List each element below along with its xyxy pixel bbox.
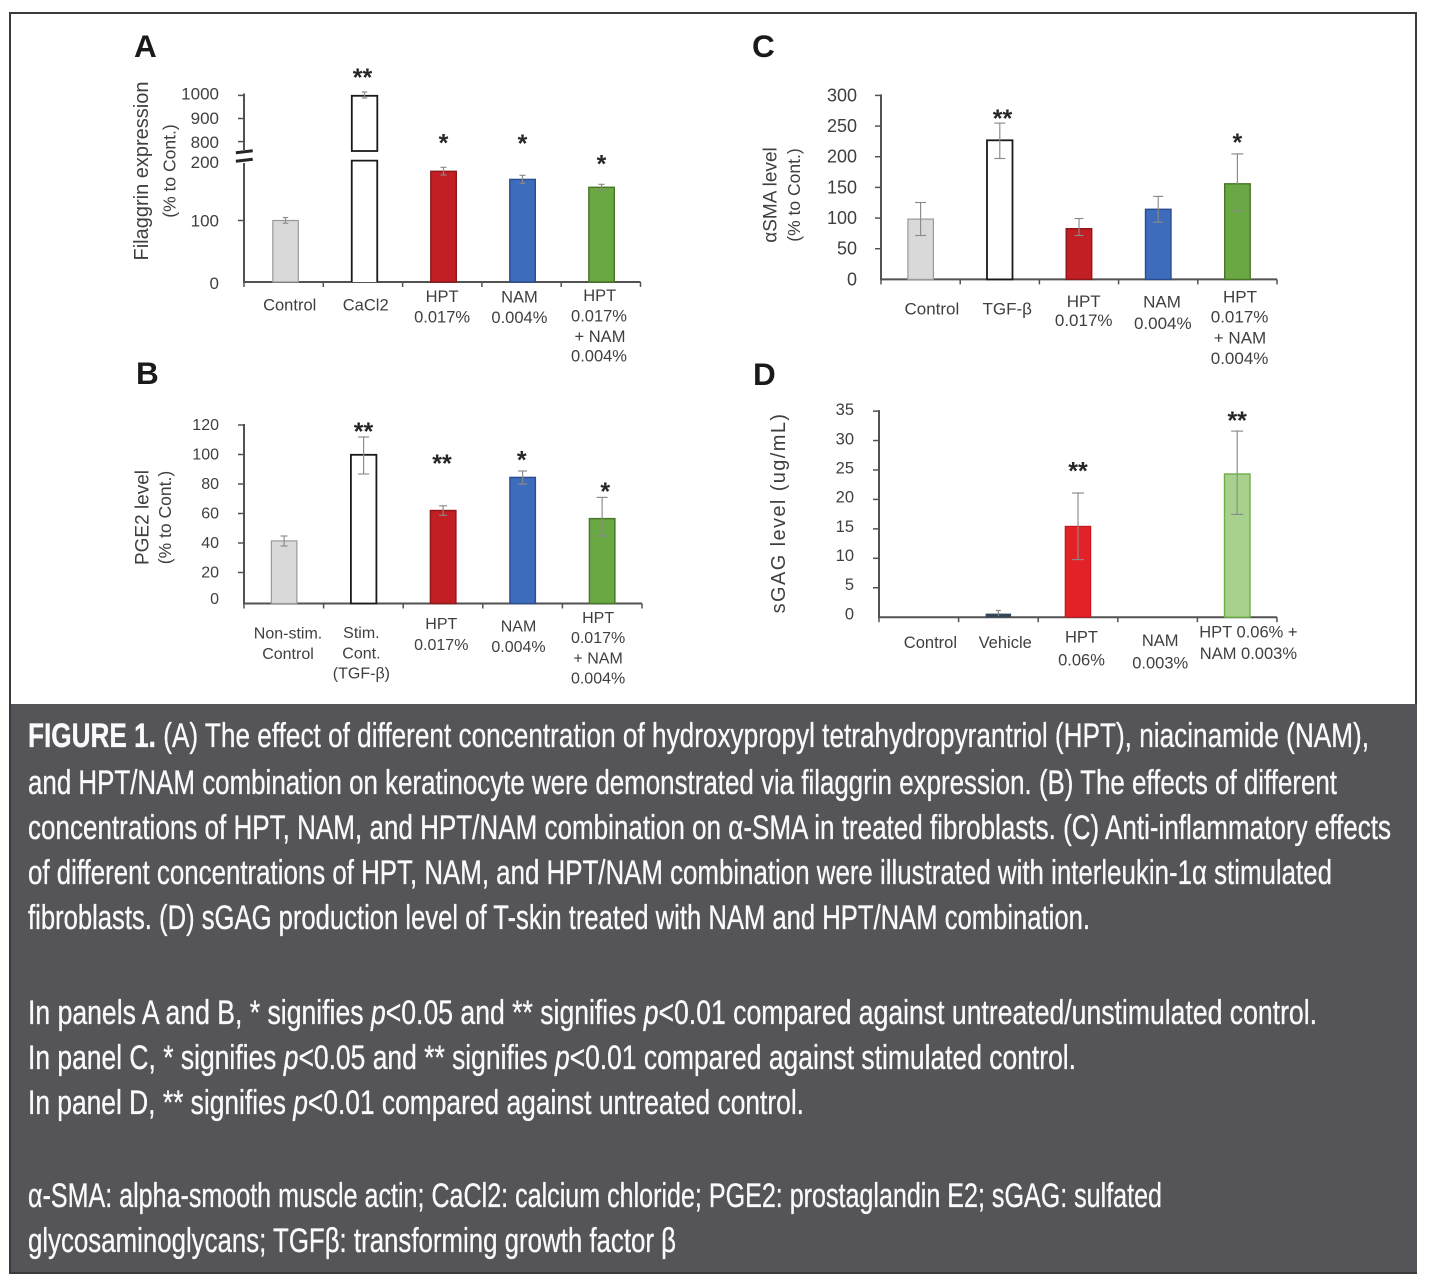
svg-text:*: * [518,130,528,158]
svg-text:0.004%: 0.004% [571,348,627,366]
svg-text:0.004%: 0.004% [1134,314,1192,333]
svg-text:Control: Control [263,297,316,315]
svg-text:HPT: HPT [583,287,616,305]
svg-text:0: 0 [210,591,219,608]
svg-text:Control: Control [904,634,957,652]
svg-text:5: 5 [845,576,854,594]
svg-text:20: 20 [201,565,219,582]
svg-text:*: * [517,446,527,474]
svg-text:αSMA level: αSMA level [761,147,782,242]
svg-text:30: 30 [836,430,854,448]
svg-text:*: * [1233,129,1243,157]
svg-text:900: 900 [191,109,219,128]
svg-text:80: 80 [201,476,219,493]
svg-text:HPT 0.06% +: HPT 0.06% + [1199,624,1297,642]
svg-text:Stim.: Stim. [343,625,379,642]
svg-text:20: 20 [836,489,854,507]
svg-text:0: 0 [210,274,219,293]
svg-text:0.004%: 0.004% [571,671,625,688]
svg-text:100: 100 [192,447,219,464]
svg-text:60: 60 [201,506,219,523]
svg-text:NAM: NAM [501,618,537,635]
svg-text:D: D [753,356,776,392]
svg-text:PGE2 level: PGE2 level [133,470,154,565]
svg-text:250: 250 [827,116,857,136]
svg-text:**: ** [993,105,1013,133]
svg-text:NAM 0.003%: NAM 0.003% [1200,645,1298,663]
svg-text:0.017%: 0.017% [571,307,627,325]
svg-text:CaCl2: CaCl2 [343,297,389,315]
svg-text:**: ** [432,450,452,478]
svg-text:(% to Cont.): (% to Cont.) [160,124,180,217]
svg-text:sGAG level (ug/mL): sGAG level (ug/mL) [768,413,790,614]
svg-text:0.004%: 0.004% [491,309,547,327]
svg-text:0.017%: 0.017% [414,637,468,654]
svg-text:100: 100 [827,208,857,228]
svg-text:*: * [600,478,610,506]
svg-text:Non-stim.: Non-stim. [254,625,322,642]
svg-text:150: 150 [827,177,857,197]
svg-text:HPT: HPT [1067,292,1101,311]
svg-text:HPT: HPT [1223,287,1257,306]
svg-text:0.017%: 0.017% [571,630,625,647]
svg-text:0.06%: 0.06% [1058,652,1105,670]
svg-text:35: 35 [836,401,854,419]
svg-text:NAM: NAM [1143,293,1181,312]
svg-text:120: 120 [192,417,219,434]
svg-text:200: 200 [191,153,219,172]
svg-text:C: C [752,28,775,64]
svg-text:0.004%: 0.004% [1211,349,1269,368]
svg-text:*: * [439,130,449,158]
svg-text:A: A [134,28,157,64]
svg-text:Vehicle: Vehicle [979,634,1032,652]
svg-text:Control: Control [262,646,314,663]
svg-text:10: 10 [836,547,854,565]
svg-text:50: 50 [837,239,857,259]
svg-text:800: 800 [191,133,219,152]
svg-text:TGF-β: TGF-β [982,299,1032,318]
svg-text:HPT: HPT [425,616,457,633]
svg-text:40: 40 [201,535,219,552]
svg-text:0.017%: 0.017% [414,309,470,327]
svg-text:Cont.: Cont. [342,645,380,662]
svg-text:*: * [597,151,607,179]
svg-text:100: 100 [191,212,219,231]
svg-text:NAM: NAM [501,289,538,307]
svg-text:**: ** [353,64,373,92]
svg-text:1000: 1000 [181,85,219,104]
svg-text:NAM: NAM [1142,632,1179,650]
svg-text:**: ** [354,418,374,446]
svg-text:HPT: HPT [426,288,459,306]
svg-text:25: 25 [836,459,854,477]
svg-text:0.004%: 0.004% [491,639,545,656]
svg-text:300: 300 [827,85,857,105]
svg-text:(TGF-β): (TGF-β) [333,666,390,683]
svg-text:Control: Control [904,299,959,318]
svg-text:0.017%: 0.017% [1211,308,1269,327]
svg-text:Filaggrin expression: Filaggrin expression [131,82,153,261]
svg-text:15: 15 [836,518,854,536]
svg-text:+ NAM: + NAM [575,328,626,346]
svg-text:HPT: HPT [1065,629,1098,647]
svg-text:200: 200 [827,147,857,167]
svg-text:(% to Cont.): (% to Cont.) [784,148,804,241]
svg-text:B: B [136,355,159,391]
svg-text:+ NAM: + NAM [573,650,622,667]
svg-text:**: ** [1227,407,1247,435]
svg-text:(% to Cont.): (% to Cont.) [155,471,175,564]
svg-text:0: 0 [845,605,854,623]
svg-text:HPT: HPT [582,610,614,627]
svg-text:0: 0 [847,269,857,289]
svg-text:0.003%: 0.003% [1132,655,1188,673]
svg-text:0.017%: 0.017% [1055,311,1113,330]
svg-text:+ NAM: + NAM [1214,329,1266,348]
svg-text:**: ** [1068,458,1088,486]
